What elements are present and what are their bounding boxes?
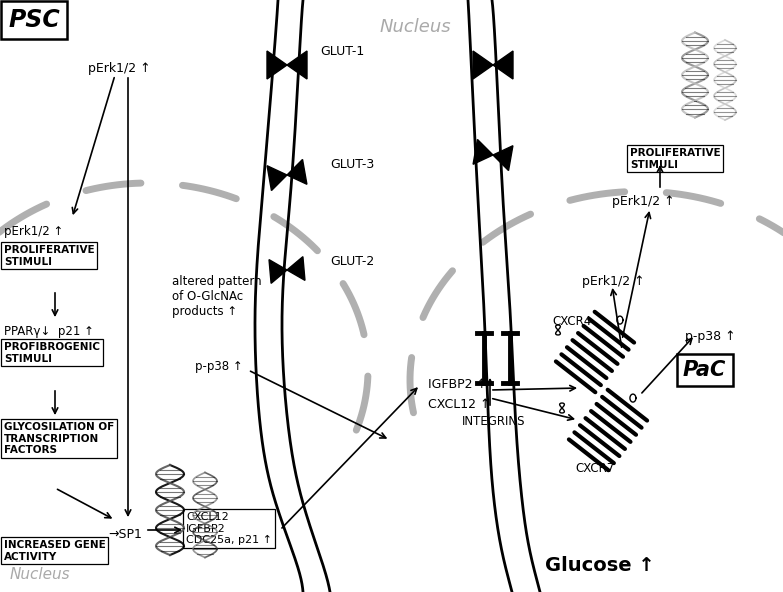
Text: CXCL12
IGFBP2
CDC25a, p21 ↑: CXCL12 IGFBP2 CDC25a, p21 ↑ [186, 512, 272, 545]
Polygon shape [493, 51, 513, 79]
Text: Nucleus: Nucleus [380, 18, 452, 36]
Text: pErk1/2 ↑: pErk1/2 ↑ [4, 225, 63, 238]
Polygon shape [287, 257, 305, 281]
Text: INCREASED GENE
ACTIVITY: INCREASED GENE ACTIVITY [4, 540, 106, 562]
Text: GLUT-1: GLUT-1 [320, 45, 364, 58]
Text: PaC: PaC [683, 360, 727, 380]
Polygon shape [287, 51, 307, 79]
Text: pErk1/2 ↑: pErk1/2 ↑ [88, 62, 150, 75]
Text: CXCL12 ↑: CXCL12 ↑ [428, 398, 490, 411]
Text: PROLIFERATIVE
STIMULI: PROLIFERATIVE STIMULI [4, 245, 95, 266]
Polygon shape [287, 159, 307, 184]
Text: INTEGRINS: INTEGRINS [462, 415, 525, 428]
Text: pErk1/2 ↑: pErk1/2 ↑ [582, 275, 644, 288]
Text: IGFBP2 ↑: IGFBP2 ↑ [428, 378, 487, 391]
Polygon shape [493, 146, 513, 170]
Text: altered pattern
of O-GlcNAc
products ↑: altered pattern of O-GlcNAc products ↑ [172, 275, 262, 318]
Polygon shape [473, 51, 493, 79]
Polygon shape [267, 166, 287, 191]
Text: GLUT-2: GLUT-2 [330, 255, 374, 268]
Text: p-p38 ↑: p-p38 ↑ [685, 330, 735, 343]
Text: Nucleus: Nucleus [10, 567, 70, 582]
Text: p-p38 ↑: p-p38 ↑ [195, 360, 243, 373]
Text: CXCR4: CXCR4 [552, 315, 591, 328]
Text: PPARγ↓  p21 ↑: PPARγ↓ p21 ↑ [4, 325, 94, 338]
Text: PROFIBROGENIC
STIMULI: PROFIBROGENIC STIMULI [4, 342, 100, 363]
Text: PROLIFERATIVE
STIMULI: PROLIFERATIVE STIMULI [630, 148, 720, 169]
Polygon shape [269, 260, 287, 284]
Polygon shape [473, 140, 493, 165]
Text: Glucose ↑: Glucose ↑ [545, 556, 655, 575]
Text: CXCR7: CXCR7 [575, 462, 614, 475]
Text: →SP1: →SP1 [108, 528, 142, 541]
Text: PSC: PSC [8, 8, 60, 32]
Polygon shape [267, 51, 287, 79]
Text: GLUT-3: GLUT-3 [330, 158, 374, 171]
Text: GLYCOSILATION OF
TRANSCRIPTION
FACTORS: GLYCOSILATION OF TRANSCRIPTION FACTORS [4, 422, 114, 455]
Text: pErk1/2 ↑: pErk1/2 ↑ [612, 195, 675, 208]
